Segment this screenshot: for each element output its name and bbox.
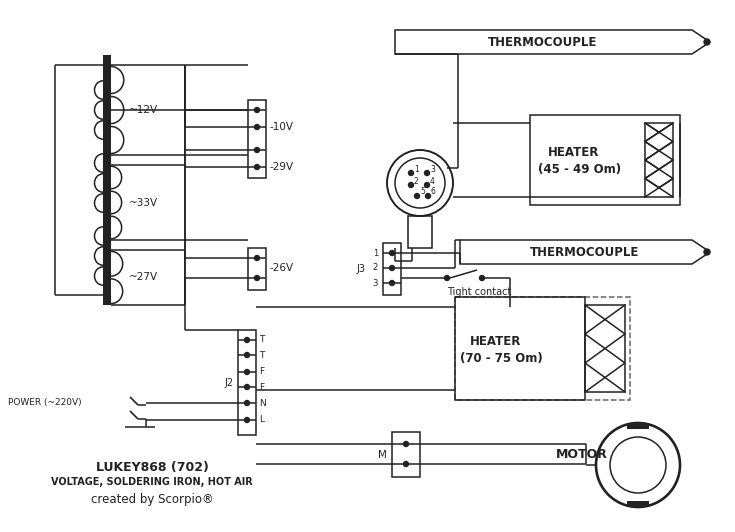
Text: F: F (259, 383, 264, 392)
Circle shape (254, 255, 259, 261)
Text: 2: 2 (373, 263, 378, 272)
Text: 6: 6 (431, 187, 436, 196)
Text: 2: 2 (414, 177, 419, 186)
Text: -10V: -10V (270, 122, 294, 132)
Bar (585, 305, 625, 392)
Bar (627, 423, 649, 429)
Text: J2: J2 (225, 378, 234, 387)
Circle shape (245, 385, 249, 389)
Text: M: M (378, 450, 387, 460)
Text: 1: 1 (414, 164, 419, 173)
Text: HEATER: HEATER (470, 335, 521, 348)
Circle shape (704, 249, 710, 255)
Bar (103, 55, 111, 305)
Circle shape (409, 182, 414, 187)
Text: Tight contact: Tight contact (447, 287, 512, 297)
Text: created by Scorpio®: created by Scorpio® (90, 493, 213, 505)
Bar (408, 216, 432, 248)
Circle shape (245, 353, 249, 358)
Text: MOTOR: MOTOR (556, 448, 608, 461)
Circle shape (610, 437, 666, 493)
Bar (455, 297, 630, 400)
Circle shape (245, 418, 249, 422)
Circle shape (596, 423, 680, 507)
Circle shape (390, 265, 395, 270)
Circle shape (479, 276, 484, 280)
Text: (70 - 75 Om): (70 - 75 Om) (460, 352, 542, 365)
Text: J3: J3 (356, 264, 365, 274)
Text: L: L (259, 415, 264, 425)
Text: LUKEY868 (702): LUKEY868 (702) (96, 461, 209, 475)
Text: 3: 3 (430, 164, 435, 173)
Text: HEATER: HEATER (548, 146, 599, 160)
Circle shape (390, 251, 395, 255)
Bar (238, 330, 256, 435)
Bar (248, 100, 266, 178)
Text: -29V: -29V (270, 162, 294, 172)
Circle shape (404, 461, 409, 467)
Circle shape (245, 401, 249, 405)
Bar (627, 501, 649, 507)
Circle shape (404, 442, 409, 446)
Circle shape (409, 170, 414, 176)
Circle shape (254, 276, 259, 280)
Bar (392, 432, 420, 477)
Text: VOLTAGE, SOLDERING IRON, HOT AIR: VOLTAGE, SOLDERING IRON, HOT AIR (51, 477, 253, 487)
Circle shape (415, 194, 420, 198)
Bar (530, 115, 680, 205)
Text: ~33V: ~33V (129, 197, 158, 207)
Text: POWER (~220V): POWER (~220V) (8, 398, 82, 408)
Circle shape (445, 276, 450, 280)
Circle shape (254, 124, 259, 129)
Text: THERMOCOUPLE: THERMOCOUPLE (531, 245, 639, 259)
Text: F: F (259, 368, 264, 377)
Circle shape (426, 194, 431, 198)
Circle shape (245, 337, 249, 343)
Text: N: N (259, 398, 266, 408)
Text: 1: 1 (373, 248, 378, 257)
Text: 3: 3 (373, 278, 378, 287)
Text: THERMOCOUPLE: THERMOCOUPLE (488, 36, 597, 48)
Text: -26V: -26V (270, 263, 294, 273)
Text: T: T (259, 351, 265, 360)
Circle shape (254, 107, 259, 112)
Bar (645, 123, 673, 197)
Bar (248, 248, 266, 290)
Circle shape (425, 182, 429, 187)
Bar (455, 297, 585, 400)
Circle shape (254, 147, 259, 153)
Text: T: T (259, 336, 265, 345)
Text: ~12V: ~12V (129, 105, 158, 115)
Text: (45 - 49 Om): (45 - 49 Om) (538, 163, 621, 177)
Bar (383, 243, 401, 295)
Text: 4: 4 (430, 177, 435, 186)
Text: ~27V: ~27V (129, 272, 158, 282)
Circle shape (390, 280, 395, 286)
Circle shape (245, 370, 249, 375)
Circle shape (254, 164, 259, 170)
Circle shape (425, 170, 429, 176)
Circle shape (704, 39, 710, 45)
Text: 5: 5 (420, 187, 425, 196)
